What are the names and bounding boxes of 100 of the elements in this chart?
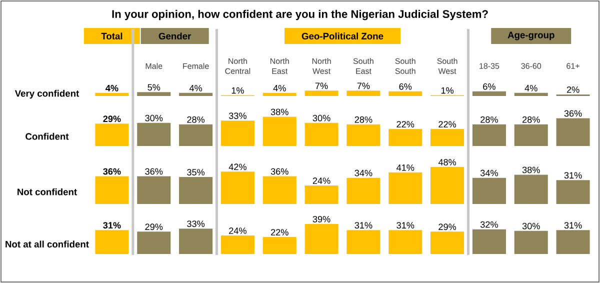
bar [137,176,171,204]
bar [430,167,464,204]
bar [95,124,129,146]
bar [388,230,422,254]
y-axis-title: Not confident [18,188,77,196]
x-tick-label: North East [270,58,289,74]
data-label: 4% [273,84,286,92]
bar [95,176,129,204]
data-label: 39% [312,216,330,222]
bar [262,116,296,146]
bar [304,186,338,204]
bar [220,172,254,204]
chart-title: In your opinion, how confident are you in the Nigerian Judicial System? [112,10,488,20]
data-label: 4% [189,84,202,92]
data-label: 28% [354,116,372,123]
data-label: 33% [228,112,246,119]
x-tick-label: South South [395,58,416,74]
bar [514,174,548,204]
data-label: 48% [438,159,456,166]
data-label: 31% [564,172,582,179]
data-label: 30% [145,114,163,122]
bar [137,122,171,146]
data-label: 34% [354,170,372,176]
data-label: 36% [103,168,121,175]
bar [514,230,548,254]
data-label: 28% [187,116,205,123]
bar [346,230,380,254]
x-tick-label: Male [146,63,162,69]
data-label: 2% [566,86,580,93]
y-axis-title: Not at all confident [6,240,89,248]
data-label: 35% [187,169,205,176]
data-label: 36% [270,168,288,175]
data-label: 6% [399,83,412,90]
data-label: 22% [271,229,288,236]
data-label: 24% [229,228,246,234]
bar [430,232,464,254]
data-label: 36% [145,168,163,175]
data-label: 4% [106,84,118,92]
data-label: 7% [315,82,328,90]
bar [388,129,422,146]
bar [472,124,506,146]
data-label: 22% [438,121,456,128]
data-label: 28% [480,116,498,123]
bar [514,124,548,146]
x-tick-label: 36-60 [521,63,542,69]
data-label: 4% [524,84,538,92]
data-label: 28% [522,116,540,123]
bar [556,180,590,204]
y-axis-title: Very confident [14,90,80,99]
bar [220,236,254,254]
x-tick-label: North West [312,58,331,74]
bar [262,237,296,254]
bar [472,178,506,204]
x-tick-label: North Central [225,58,250,74]
bar [346,124,380,146]
text: Total [101,32,122,40]
data-label: 6% [483,83,496,90]
data-label: 42% [228,164,246,170]
bar [179,124,213,146]
bar [388,172,422,204]
bar [472,229,506,254]
bar [220,120,254,146]
x-tick-label: Female [183,63,209,69]
data-label: 22% [396,121,414,128]
data-label: 29% [103,116,121,122]
x-tick-label: South West [437,58,458,74]
data-label: 5% [148,84,160,91]
data-label: 24% [312,178,330,184]
bar [304,122,338,146]
data-label: 32% [480,221,498,228]
x-tick-label: 18-35 [480,63,500,69]
data-label: 31% [103,222,121,229]
bar [179,177,213,204]
data-label: 1% [441,87,454,94]
text: Geo-Political Zone [302,32,384,40]
data-label: 31% [564,222,582,229]
y-axis-title: Confident [26,132,69,140]
bar [179,228,213,254]
data-label: 36% [564,110,582,117]
data-label: 30% [312,114,330,122]
data-label: 33% [187,220,205,227]
x-tick-label: South East [353,58,374,74]
x-tick-label: 61+ [566,63,580,69]
data-label: 31% [354,222,372,229]
bar [304,224,338,254]
bar [95,230,129,254]
data-label: 38% [522,166,540,174]
data-label: 31% [396,222,414,229]
data-label: 29% [438,224,456,230]
bar [262,176,296,204]
bar [346,178,380,204]
bar [556,230,590,254]
data-label: 7% [357,82,370,90]
data-label: 1% [232,87,244,94]
text: Age-group [508,32,554,40]
data-label: 38% [270,108,288,116]
data-label: 29% [145,224,163,230]
data-label: 30% [522,222,540,230]
data-label: 41% [396,164,414,171]
text: Gender [158,32,192,40]
